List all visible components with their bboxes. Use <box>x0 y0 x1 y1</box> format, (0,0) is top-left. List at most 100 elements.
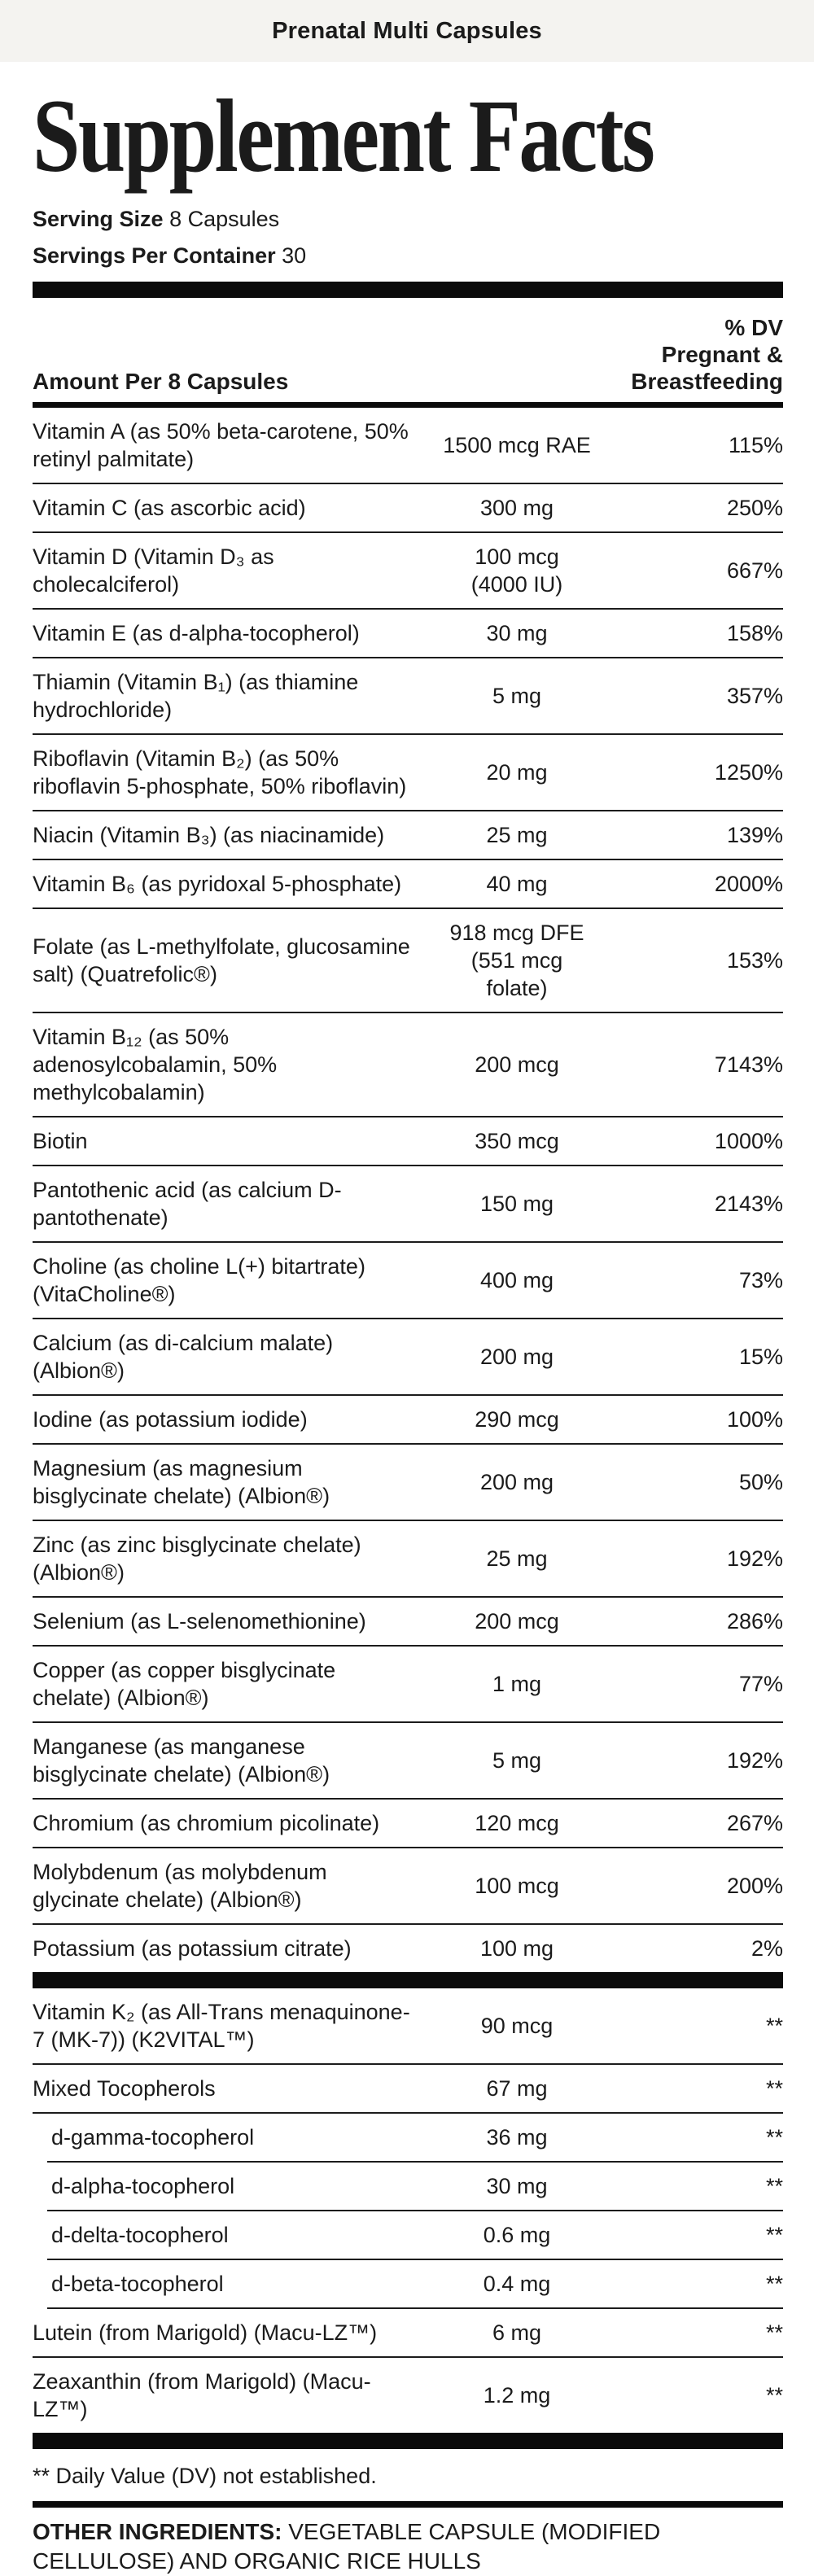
nutrient-dv: 200% <box>726 1874 783 1899</box>
nutrient-amount: 918 mcg DFE (551 mcg folate) <box>449 921 584 1001</box>
nutrient-amount: 300 mg <box>479 496 554 521</box>
nutrient-row: Lutein (from Marigold) (Macu-LZ™) 6 mg *… <box>33 2309 783 2359</box>
nutrient-amount: 150 mg <box>479 1192 554 1217</box>
nutrient-row: Vitamin C (as ascorbic acid) 300 mg 250% <box>33 484 783 534</box>
servings-per-container-value: 30 <box>282 243 307 269</box>
nutrient-dv: ** <box>765 2320 783 2346</box>
nutrient-row: Chromium (as chromium picolinate) 120 mc… <box>33 1800 783 1849</box>
nutrient-name: d-delta-tocopherol <box>51 2223 229 2248</box>
nutrient-amount: 36 mg <box>486 2125 548 2150</box>
nutrient-name: Lutein (from Marigold) (Macu-LZ™) <box>33 2320 378 2346</box>
nutrient-dv: 250% <box>726 496 783 521</box>
nutrient-amount: 5 mg <box>492 1748 542 1773</box>
nutrient-name: Iodine (as potassium iodide) <box>33 1407 308 1432</box>
servings-per-container-label: Servings Per Container <box>33 243 276 269</box>
section-divider <box>33 2433 783 2450</box>
nutrient-name: Pantothenic acid (as calcium D-pantothen… <box>33 1178 342 1231</box>
nutrient-dv: 15% <box>738 1345 783 1370</box>
nutrient-amount: 100 mcg (4000 IU) <box>470 545 563 597</box>
nutrient-amount: 350 mcg <box>475 1129 559 1154</box>
nutrient-name: Biotin <box>33 1129 88 1154</box>
nutrient-amount: 1.2 mg <box>483 2383 551 2408</box>
nutrient-name: Manganese (as manganese bisglycinate che… <box>33 1734 330 1787</box>
serving-size-value: 8 Capsules <box>169 207 280 232</box>
nutrient-amount: 200 mg <box>479 1470 554 1495</box>
nutrient-amount: 25 mg <box>486 1546 548 1572</box>
nutrient-row: Vitamin A (as 50% beta-carotene, 50% ret… <box>33 408 783 485</box>
nutrient-row: Folate (as L-methylfolate, glucosamine s… <box>33 909 783 1014</box>
nutrient-row: Copper (as copper bisglycinate chelate) … <box>33 1647 783 1724</box>
nutrient-name: Vitamin E (as d-alpha-tocopherol) <box>33 621 360 646</box>
nutrient-name: Zeaxanthin (from Marigold) (Macu-LZ™) <box>33 2369 371 2422</box>
nutrient-name: Riboflavin (Vitamin B₂) (as 50% riboflav… <box>33 746 407 799</box>
nutrient-dv: 1250% <box>714 760 783 785</box>
other-ingredients: OTHER INGREDIENTS: VEGETABLE CAPSULE (MO… <box>33 2517 783 2576</box>
nutrient-row: Molybdenum (as molybdenum glycinate chel… <box>33 1848 783 1926</box>
nutrient-amount: 100 mcg <box>475 1874 559 1899</box>
nutrient-amount: 67 mg <box>486 2076 548 2101</box>
nutrient-amount: 290 mcg <box>475 1407 559 1432</box>
nutrient-dv: 2% <box>751 1936 783 1962</box>
nutrient-amount: 200 mcg <box>475 1609 559 1634</box>
label-title: Supplement Facts <box>33 78 655 194</box>
nutrient-dv: 50% <box>738 1470 783 1495</box>
nutrient-amount: 200 mg <box>479 1345 554 1370</box>
nutrient-dv: 1000% <box>714 1129 783 1154</box>
nutrient-row: Magnesium (as magnesium bisglycinate che… <box>33 1445 783 1522</box>
nutrient-row: Zeaxanthin (from Marigold) (Macu-LZ™) 1.… <box>33 2358 783 2433</box>
nutrient-amount: 30 mg <box>486 2174 548 2199</box>
nutrient-dv: 153% <box>726 948 783 973</box>
nutrient-row: Calcium (as di-calcium malate) (Albion®)… <box>33 1319 783 1397</box>
nutrient-name: Niacin (Vitamin B₃) (as niacinamide) <box>33 823 385 848</box>
nutrient-name: Molybdenum (as molybdenum glycinate chel… <box>33 1860 327 1913</box>
other-ingredients-label: OTHER INGREDIENTS: <box>33 2519 282 2545</box>
nutrient-amount: 40 mg <box>486 872 548 897</box>
nutrient-amount: 200 mcg <box>475 1052 559 1078</box>
nutrient-dv: ** <box>765 2383 783 2408</box>
nutrient-row: Vitamin B₆ (as pyridoxal 5-phosphate) 40… <box>33 860 783 910</box>
dv-header-line: % DV <box>724 315 783 341</box>
amount-header: Amount Per 8 Capsules <box>33 369 289 395</box>
nutrient-dv: 139% <box>726 823 783 848</box>
nutrient-name: Vitamin A (as 50% beta-carotene, 50% ret… <box>33 419 409 472</box>
nutrient-amount: 120 mcg <box>475 1811 559 1836</box>
dv-header-line: Pregnant & <box>661 342 783 368</box>
nutrient-name: Vitamin K₂ (as All-Trans menaquinone-7 (… <box>33 2000 410 2053</box>
nutrient-row: Niacin (Vitamin B₃) (as niacinamide) 25 … <box>33 811 783 861</box>
nutrient-name: Mixed Tocopherols <box>33 2076 216 2101</box>
header-rule <box>33 402 783 409</box>
nutrient-row: Zinc (as zinc bisglycinate chelate) (Alb… <box>33 1521 783 1599</box>
dv-header: % DV Pregnant & Breastfeeding <box>631 314 783 395</box>
nutrient-row: Vitamin K₂ (as All-Trans menaquinone-7 (… <box>33 1988 783 2066</box>
nutrient-dv: 7143% <box>714 1052 783 1078</box>
nutrient-name: Thiamin (Vitamin B₁) (as thiamine hydroc… <box>33 670 359 723</box>
nutrient-amount: 6 mg <box>492 2320 542 2346</box>
nutrient-dv: 286% <box>726 1609 783 1634</box>
servings-per-container-line: Servings Per Container 30 <box>33 242 783 269</box>
nutrient-name: Vitamin B₁₂ (as 50% adenosylcobalamin, 5… <box>33 1025 278 1105</box>
nutrient-dv: 267% <box>726 1811 783 1836</box>
nutrient-amount: 0.4 mg <box>483 2272 551 2297</box>
nutrient-amount: 0.6 mg <box>483 2223 551 2248</box>
section-divider <box>33 282 783 299</box>
nutrient-dv: ** <box>765 2014 783 2039</box>
nutrient-dv: 667% <box>726 558 783 584</box>
nutrient-name: Vitamin B₆ (as pyridoxal 5-phosphate) <box>33 872 402 897</box>
nutrient-amount: 5 mg <box>492 684 542 709</box>
nutrient-name: d-beta-tocopherol <box>51 2272 224 2297</box>
nutrient-row: d-beta-tocopherol 0.4 mg ** <box>47 2260 783 2310</box>
nutrient-row: Riboflavin (Vitamin B₂) (as 50% riboflav… <box>33 735 783 812</box>
nutrient-dv: 357% <box>726 684 783 709</box>
nutrient-table: Vitamin A (as 50% beta-carotene, 50% ret… <box>33 408 783 2450</box>
nutrient-row: d-delta-tocopherol 0.6 mg ** <box>47 2211 783 2261</box>
nutrient-row: Thiamin (Vitamin B₁) (as thiamine hydroc… <box>33 658 783 736</box>
nutrient-row: d-alpha-tocopherol 30 mg ** <box>47 2163 783 2212</box>
nutrient-name: Choline (as choline L(+) bitartrate) (Vi… <box>33 1254 365 1307</box>
product-title: Prenatal Multi Capsules <box>272 17 542 44</box>
serving-size-line: Serving Size 8 Capsules <box>33 205 783 233</box>
nutrient-dv: 2143% <box>714 1192 783 1217</box>
nutrient-dv: ** <box>765 2174 783 2199</box>
nutrient-row: d-gamma-tocopherol 36 mg ** <box>47 2114 783 2163</box>
nutrient-amount: 100 mg <box>479 1936 554 1962</box>
nutrient-row: Iodine (as potassium iodide) 290 mcg 100… <box>33 1396 783 1445</box>
